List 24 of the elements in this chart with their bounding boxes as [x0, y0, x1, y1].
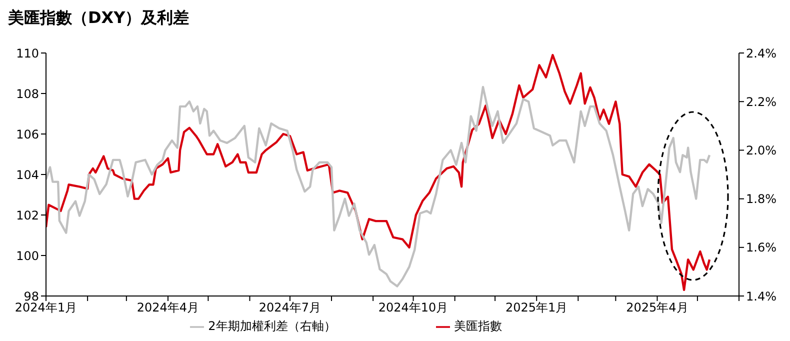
y2-tick-label: 1.8%	[746, 192, 776, 206]
legend-label: 2年期加權利差（右軸）	[208, 319, 336, 333]
y2-tick-label: 1.6%	[746, 240, 776, 255]
legend-label: 美匯指數	[454, 319, 502, 333]
y-tick-label: 100	[16, 248, 39, 263]
y-tick-label: 106	[16, 127, 39, 142]
y-tick-label: 108	[16, 86, 39, 101]
y2-tick-label: 2.0%	[746, 143, 776, 158]
x-tick-label: 2024年10月	[378, 300, 448, 315]
x-tick-label: 2024年1月	[14, 300, 78, 315]
chart-title: 美匯指數（DXY）及利差	[8, 8, 190, 29]
y-tick-label: 110	[16, 46, 39, 60]
y2-tick-label: 1.4%	[746, 289, 776, 304]
y-tick-label: 102	[16, 208, 39, 222]
y2-tick-label: 2.4%	[746, 46, 776, 60]
line-series	[46, 54, 711, 292]
x-tick-label: 2024年7月	[258, 300, 322, 315]
line-series	[46, 86, 711, 288]
x-tick-label: 2024年4月	[136, 300, 200, 315]
y-tick-label: 104	[16, 168, 39, 182]
x-tick-label: 2025年1月	[506, 300, 568, 315]
y-tick-label: 98	[24, 289, 39, 304]
x-tick-label: 2025年4月	[626, 300, 688, 315]
y2-tick-label: 2.2%	[746, 94, 776, 109]
